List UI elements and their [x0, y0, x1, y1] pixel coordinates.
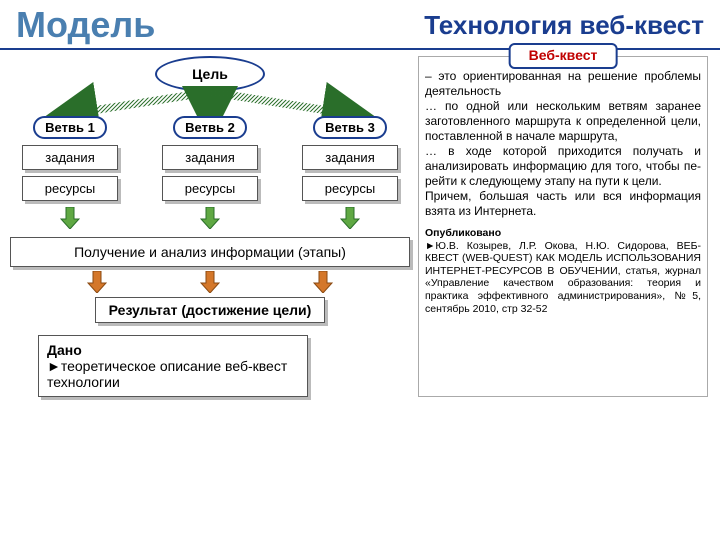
branch-1: Ветвь 1 задания ресурсы [10, 116, 130, 229]
definition-panel: Веб-квест – это ориентированная на решен… [418, 56, 708, 397]
resources-box: ресурсы [22, 176, 118, 201]
goal-node: Цель [155, 56, 265, 92]
cite-body: ►Ю.В. Козырев, Л.Р. Окова, Н.Ю. Сидоро­в… [425, 240, 701, 315]
arrow-down-icon [200, 207, 220, 229]
arrow-down-icon [340, 207, 360, 229]
diagram-area: Цель Ветвь 1 задания ресурсы [10, 56, 410, 397]
tasks-box: задания [162, 145, 258, 170]
branch-label: Ветвь 3 [313, 116, 387, 139]
resources-box: ресурсы [302, 176, 398, 201]
tasks-box: задания [302, 145, 398, 170]
arrow-down-icon [200, 271, 220, 293]
given-title: Дано [47, 342, 82, 358]
given-box: Дано ►теоретическое описание веб-квест т… [38, 335, 308, 397]
arrow-down-icon [313, 271, 333, 293]
title-tech: Технология веб-квест [424, 10, 704, 41]
cite-title: Опубликовано [425, 227, 501, 239]
def-p4: Причем, большая часть или вся информация… [425, 189, 701, 218]
resources-box: ресурсы [162, 176, 258, 201]
branch-label: Ветвь 1 [33, 116, 107, 139]
title-model: Модель [16, 4, 155, 46]
arrow-row [40, 271, 380, 293]
arrow-down-icon [87, 271, 107, 293]
branch-2: Ветвь 2 задания ресурсы [150, 116, 270, 229]
def-p2: … по одной или нескольким ветвям заранее… [425, 99, 701, 143]
analysis-box: Получение и анализ информации (этапы) [10, 237, 410, 267]
tasks-box: задания [22, 145, 118, 170]
def-p3: … в ходе которой приходится получать и а… [425, 144, 701, 188]
def-p1: – это ориентированная на решение проблем… [425, 69, 701, 98]
arrow-down-icon [60, 207, 80, 229]
given-body: ►теоретическое описание веб-квест технол… [47, 358, 287, 390]
branch-label: Ветвь 2 [173, 116, 247, 139]
webquest-badge: Веб-квест [509, 43, 618, 69]
result-box: Результат (достижение цели) [95, 297, 325, 323]
branches-row: Ветвь 1 задания ресурсы Ветвь 2 задания … [10, 116, 410, 229]
branch-3: Ветвь 3 задания ресурсы [290, 116, 410, 229]
